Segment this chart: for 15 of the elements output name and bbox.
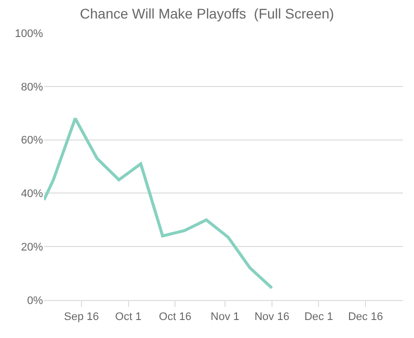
y-tick-label: 60%: [20, 134, 44, 147]
y-tick-label: 20%: [20, 241, 44, 254]
x-tick-label: Oct 1: [115, 311, 142, 324]
x-tick-label: Nov 1: [210, 311, 240, 324]
x-tick-label: Nov 16: [254, 311, 290, 324]
chart-title: Chance Will Make Playoffs (Full Screen): [80, 5, 334, 22]
y-tick-label: 40%: [20, 188, 44, 200]
x-tick-label: Dec 16: [348, 311, 383, 324]
y-tick-label: 80%: [20, 81, 44, 94]
x-tick-label: Dec 1: [304, 311, 334, 324]
x-tick-label: Oct 16: [158, 311, 192, 324]
x-tick-label: Sep 16: [64, 311, 99, 324]
y-tick-label: 0%: [27, 294, 44, 307]
line-series: [44, 116, 274, 290]
y-tick-label: 100%: [14, 28, 44, 40]
